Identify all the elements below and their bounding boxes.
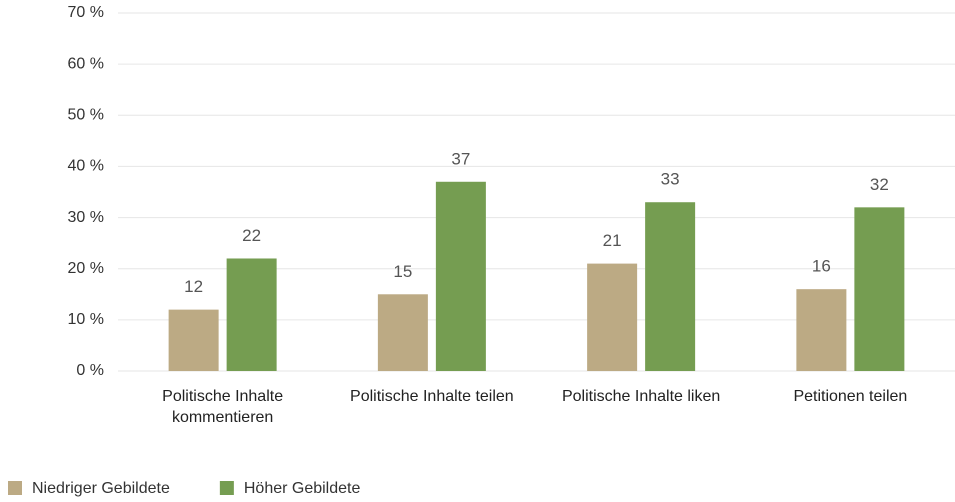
y-tick-label: 30 % bbox=[68, 209, 104, 226]
bar bbox=[796, 289, 847, 371]
bar bbox=[226, 258, 277, 371]
bar bbox=[377, 294, 428, 371]
bar bbox=[435, 181, 486, 371]
data-label: 22 bbox=[242, 226, 261, 245]
y-tick-label: 40 % bbox=[68, 158, 104, 175]
bar bbox=[645, 202, 696, 371]
data-label: 16 bbox=[812, 257, 831, 276]
data-label: 33 bbox=[661, 170, 680, 189]
bar bbox=[168, 309, 219, 371]
legend-swatch bbox=[8, 481, 22, 495]
y-tick-label: 70 % bbox=[68, 4, 104, 21]
legend-swatch bbox=[219, 481, 234, 495]
y-tick-label: 50 % bbox=[68, 107, 104, 124]
data-label: 15 bbox=[393, 262, 412, 281]
y-tick-label: 60 % bbox=[68, 55, 104, 72]
bar bbox=[854, 207, 905, 371]
bar bbox=[587, 263, 638, 371]
data-label: 32 bbox=[870, 175, 889, 194]
data-label: 37 bbox=[451, 149, 470, 168]
x-tick-label: Politische Inhalte liken bbox=[561, 388, 721, 405]
y-tick-label: 20 % bbox=[68, 260, 104, 277]
data-label: 12 bbox=[184, 277, 203, 296]
legend-label: Niedriger Gebildete bbox=[32, 480, 170, 497]
y-tick-label: 10 % bbox=[68, 311, 104, 328]
x-tick-label: Politische Inhalte kommentieren bbox=[162, 388, 284, 426]
y-tick-label: 0 % bbox=[76, 362, 104, 379]
legend-label: Höher Gebildete bbox=[244, 480, 361, 497]
x-tick-label: Politische Inhalte teilen bbox=[350, 388, 514, 405]
x-tick-label: Petitionen teilen bbox=[793, 388, 908, 405]
data-label: 21 bbox=[603, 231, 622, 250]
